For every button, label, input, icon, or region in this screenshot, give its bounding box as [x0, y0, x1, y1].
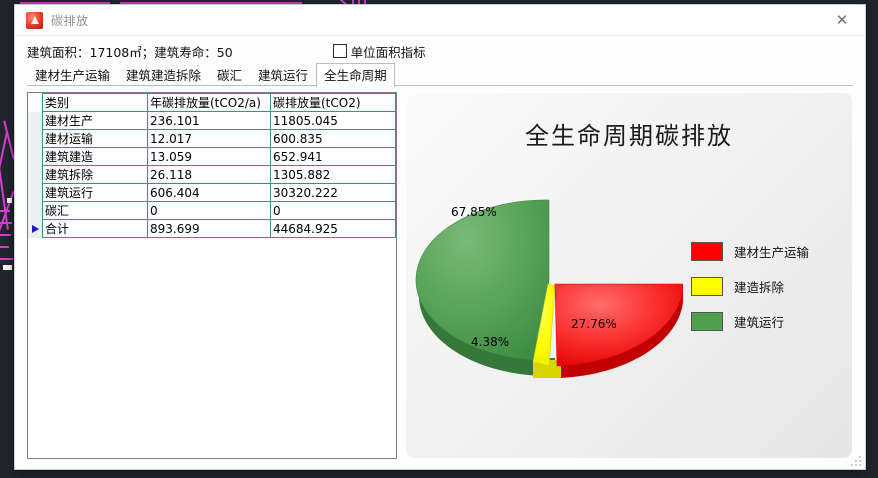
pie-label-yellow: 4.38% — [471, 335, 510, 349]
tab-bar: 建材生产运输 建筑建造拆除 碳汇 建筑运行 全生命周期 — [15, 63, 865, 87]
tab-3[interactable]: 建筑运行 — [258, 68, 309, 83]
carbon-emission-dialog: 碳排放 ✕ 建筑面积：17108㎡；建筑寿命：50 单位面积指标 建材生产运输建… — [14, 4, 866, 470]
legend-label: 建材生产运输 — [734, 245, 810, 260]
table-row[interactable]: 碳汇 0 0 — [28, 201, 396, 220]
table-cell-category[interactable]: 建材生产 — [42, 111, 148, 130]
row-marker-cell — [28, 93, 43, 112]
legend-item[interactable]: 建造拆除 — [691, 277, 809, 296]
legend-color-swatch — [691, 312, 723, 331]
table-column-header[interactable]: 碳排放量(tCO2) — [270, 93, 396, 112]
legend-item[interactable]: 建材生产运输 — [691, 242, 809, 261]
table-cell-annual[interactable]: 0 — [147, 201, 271, 220]
building-info-text: 建筑面积：17108㎡；建筑寿命：50 — [27, 44, 233, 60]
pie-label-green: 67.85% — [451, 205, 497, 219]
table-cell-annual[interactable]: 12.017 — [147, 129, 271, 148]
tab-0[interactable]: 建材生产运输 — [35, 68, 111, 83]
table-cell-total[interactable]: 600.835 — [270, 129, 396, 148]
table-cell-annual[interactable]: 893.699 — [147, 219, 271, 238]
window-title: 碳排放 — [51, 13, 89, 28]
autocad-triangle-icon — [26, 11, 43, 29]
pie-slice-yellow[interactable] — [532, 283, 556, 367]
table-cell-category[interactable]: 合计 — [42, 219, 148, 238]
dialog-client-area: 建筑面积：17108㎡；建筑寿命：50 单位面积指标 建材生产运输 建筑建造拆除碳… — [15, 36, 865, 469]
resize-grip[interactable] — [850, 455, 862, 467]
chart-panel: 全生命周期碳排放 — [405, 92, 853, 459]
table-cell-total[interactable]: 652.941 — [270, 147, 396, 166]
title-bar: 碳排放 ✕ — [15, 5, 865, 36]
table-cell-total[interactable]: 1305.882 — [270, 165, 396, 184]
table-cell-category[interactable]: 碳汇 — [42, 201, 148, 220]
row-marker-cell[interactable] — [28, 165, 43, 184]
table-column-header[interactable]: 年碳排放量(tCO2/a) — [147, 93, 271, 112]
table-row[interactable]: 建筑建造 13.059 652.941 — [28, 147, 396, 166]
table-row[interactable]: 建材生产 236.101 11805.045 — [28, 111, 396, 130]
table-row[interactable]: 建筑拆除 26.118 1305.882 — [28, 165, 396, 184]
close-icon[interactable]: ✕ — [835, 10, 849, 29]
pie-label-red: 27.76% — [571, 317, 617, 331]
table-row[interactable]: 建筑运行 606.404 30320.222 — [28, 183, 396, 202]
row-marker-cell[interactable] — [28, 129, 43, 148]
row-marker-cell[interactable] — [28, 111, 43, 130]
pie-slice-red[interactable] — [554, 283, 684, 367]
table-cell-category[interactable]: 建材运输 — [42, 129, 148, 148]
legend-label: 建筑运行 — [734, 315, 785, 330]
pie-chart: 67.85% 27.76% 4.38% — [415, 180, 684, 395]
pie-chart-svg — [415, 199, 684, 378]
pie-slice-green[interactable] — [415, 199, 550, 361]
table-cell-category[interactable]: 建筑建造 — [42, 147, 148, 166]
tab-4[interactable]: 全生命周期 — [316, 63, 395, 87]
legend-label: 建造拆除 — [734, 280, 785, 295]
table-cell-total[interactable]: 11805.045 — [270, 111, 396, 130]
row-marker-cell[interactable] — [28, 201, 43, 220]
triangle-right-icon — [31, 224, 39, 233]
legend-color-swatch — [691, 277, 723, 296]
chart-title: 全生命周期碳排放 — [525, 122, 733, 150]
unit-area-indicator-checkbox[interactable]: 单位面积指标 — [332, 42, 426, 61]
table-cell-annual[interactable]: 236.101 — [147, 111, 271, 130]
table-row[interactable]: 合计 893.699 44684.925 — [28, 219, 396, 238]
table-row[interactable]: 建材运输 12.017 600.835 — [28, 129, 396, 148]
table-column-header[interactable]: 类别 — [42, 93, 148, 112]
dialog-body: 类别 年碳排放量(tCO2/a) 碳排放量(tCO2) 建材生产 236.101 1180… — [15, 86, 865, 463]
building-info-bar: 建筑面积：17108㎡；建筑寿命：50 单位面积指标 — [15, 36, 865, 66]
row-marker-cell[interactable] — [28, 183, 43, 202]
table-cell-annual[interactable]: 13.059 — [147, 147, 271, 166]
pie-depth-yellow — [533, 360, 561, 378]
tab-2[interactable]: 碳汇 — [217, 68, 243, 83]
chart-legend: 建材生产运输 建造拆除建筑运行 — [691, 242, 809, 347]
row-marker-cell[interactable] — [28, 147, 43, 166]
table-cell-annual[interactable]: 26.118 — [147, 165, 271, 184]
table-cell-total[interactable]: 30320.222 — [270, 183, 396, 202]
row-selection-triangle-icon[interactable] — [28, 219, 43, 238]
legend-color-swatch — [691, 242, 723, 261]
emission-table: 类别 年碳排放量(tCO2/a) 碳排放量(tCO2) 建材生产 236.101 1180… — [28, 93, 396, 238]
emission-table-panel[interactable]: 类别 年碳排放量(tCO2/a) 碳排放量(tCO2) 建材生产 236.101 1180… — [27, 92, 397, 459]
tab-1[interactable]: 建筑建造拆除 — [126, 68, 202, 83]
unit-area-indicator-label: 单位面积指标 — [350, 44, 426, 60]
table-cell-category[interactable]: 建筑运行 — [42, 183, 148, 202]
table-cell-total[interactable]: 0 — [270, 201, 396, 220]
legend-item[interactable]: 建筑运行 — [691, 312, 809, 331]
table-cell-category[interactable]: 建筑拆除 — [42, 165, 148, 184]
checkbox-box[interactable] — [332, 44, 347, 58]
table-header-row: 类别 年碳排放量(tCO2/a) 碳排放量(tCO2) — [28, 93, 396, 112]
table-cell-annual[interactable]: 606.404 — [147, 183, 271, 202]
table-cell-total[interactable]: 44684.925 — [270, 219, 396, 238]
